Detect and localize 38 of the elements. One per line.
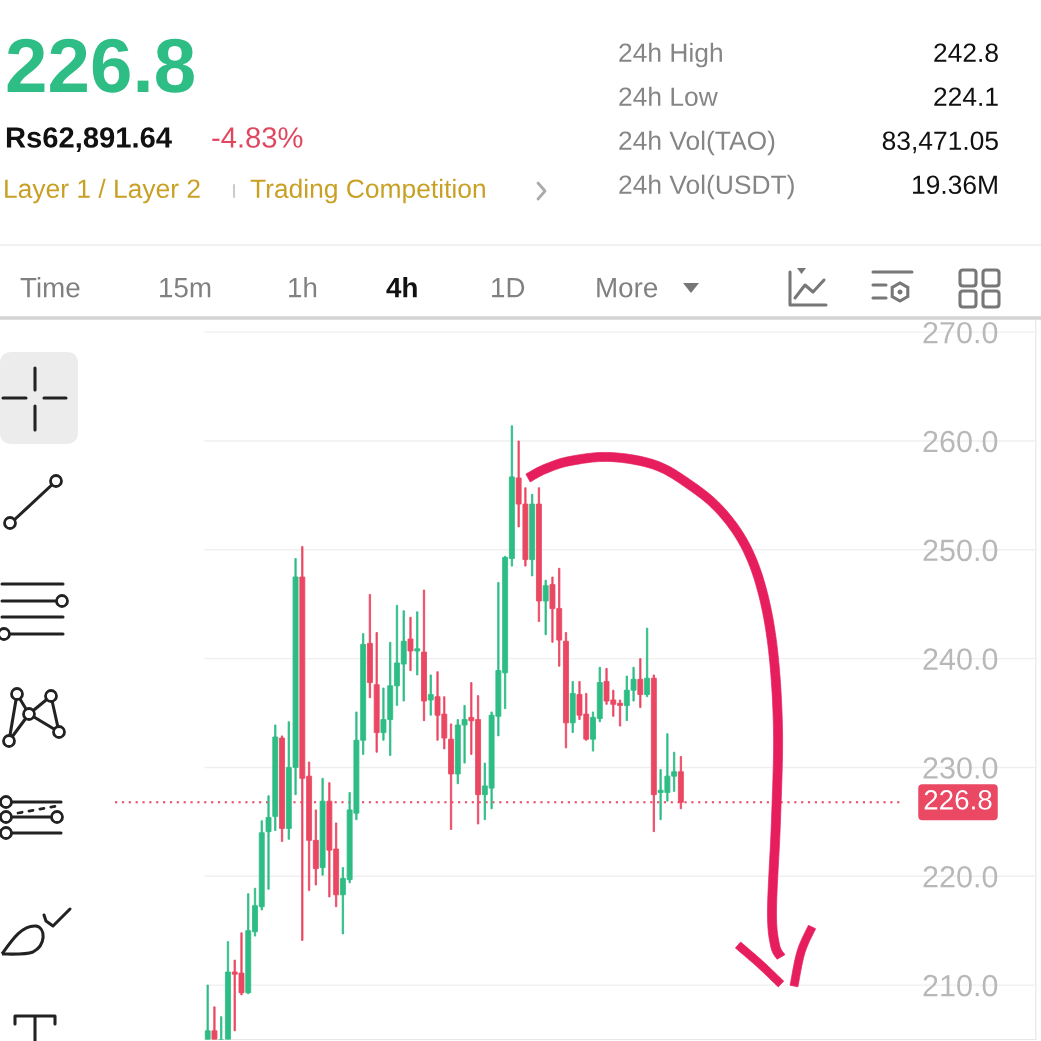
text: 83,471.05 xyxy=(882,131,998,154)
text: 224.1 xyxy=(934,87,998,106)
text: 242.8 xyxy=(934,43,998,63)
y-tick-label: 210.0 xyxy=(923,974,998,997)
text: 24h Vol(USDT) xyxy=(619,174,794,200)
text: 1D xyxy=(492,278,525,298)
candlestick xyxy=(218,1016,225,1040)
text: 15m xyxy=(160,278,211,298)
text: 24h High xyxy=(619,42,722,68)
y-tick-label: 230.0 xyxy=(923,757,998,779)
text: Time xyxy=(20,277,80,298)
chart-title: 226.8 xyxy=(7,38,194,93)
text: 24h Low xyxy=(619,86,718,107)
candlestick xyxy=(373,632,380,753)
candlestick xyxy=(319,777,326,876)
text: 4h xyxy=(386,277,417,298)
text: Layer 1 / Layer 2 xyxy=(5,178,200,204)
y-tick-label: 260.0 xyxy=(923,430,998,453)
candlestick xyxy=(204,984,211,1040)
text: More xyxy=(597,278,658,298)
candlestick xyxy=(427,674,434,716)
candlestick xyxy=(542,579,549,636)
text: -4.83% xyxy=(212,127,303,148)
text: Trading Competition xyxy=(250,178,485,204)
candlestick xyxy=(637,658,644,709)
candlestick xyxy=(414,611,421,676)
text: 19.36M xyxy=(913,175,997,195)
ref-line-label: 226.8 xyxy=(924,790,992,810)
chart-subtitle: Rs62,891.64 xyxy=(6,127,172,153)
y-tick-label: 250.0 xyxy=(923,539,998,562)
y-tick-label: 240.0 xyxy=(923,648,998,670)
y-tick-label: 220.0 xyxy=(923,866,998,888)
candlestick xyxy=(407,616,414,672)
candlestick xyxy=(265,795,272,890)
candlestick xyxy=(211,1006,218,1040)
y-tick-label: 270.0 xyxy=(923,321,998,344)
text: 1h xyxy=(289,277,317,298)
text: 24h Vol(TAO) xyxy=(619,130,775,156)
